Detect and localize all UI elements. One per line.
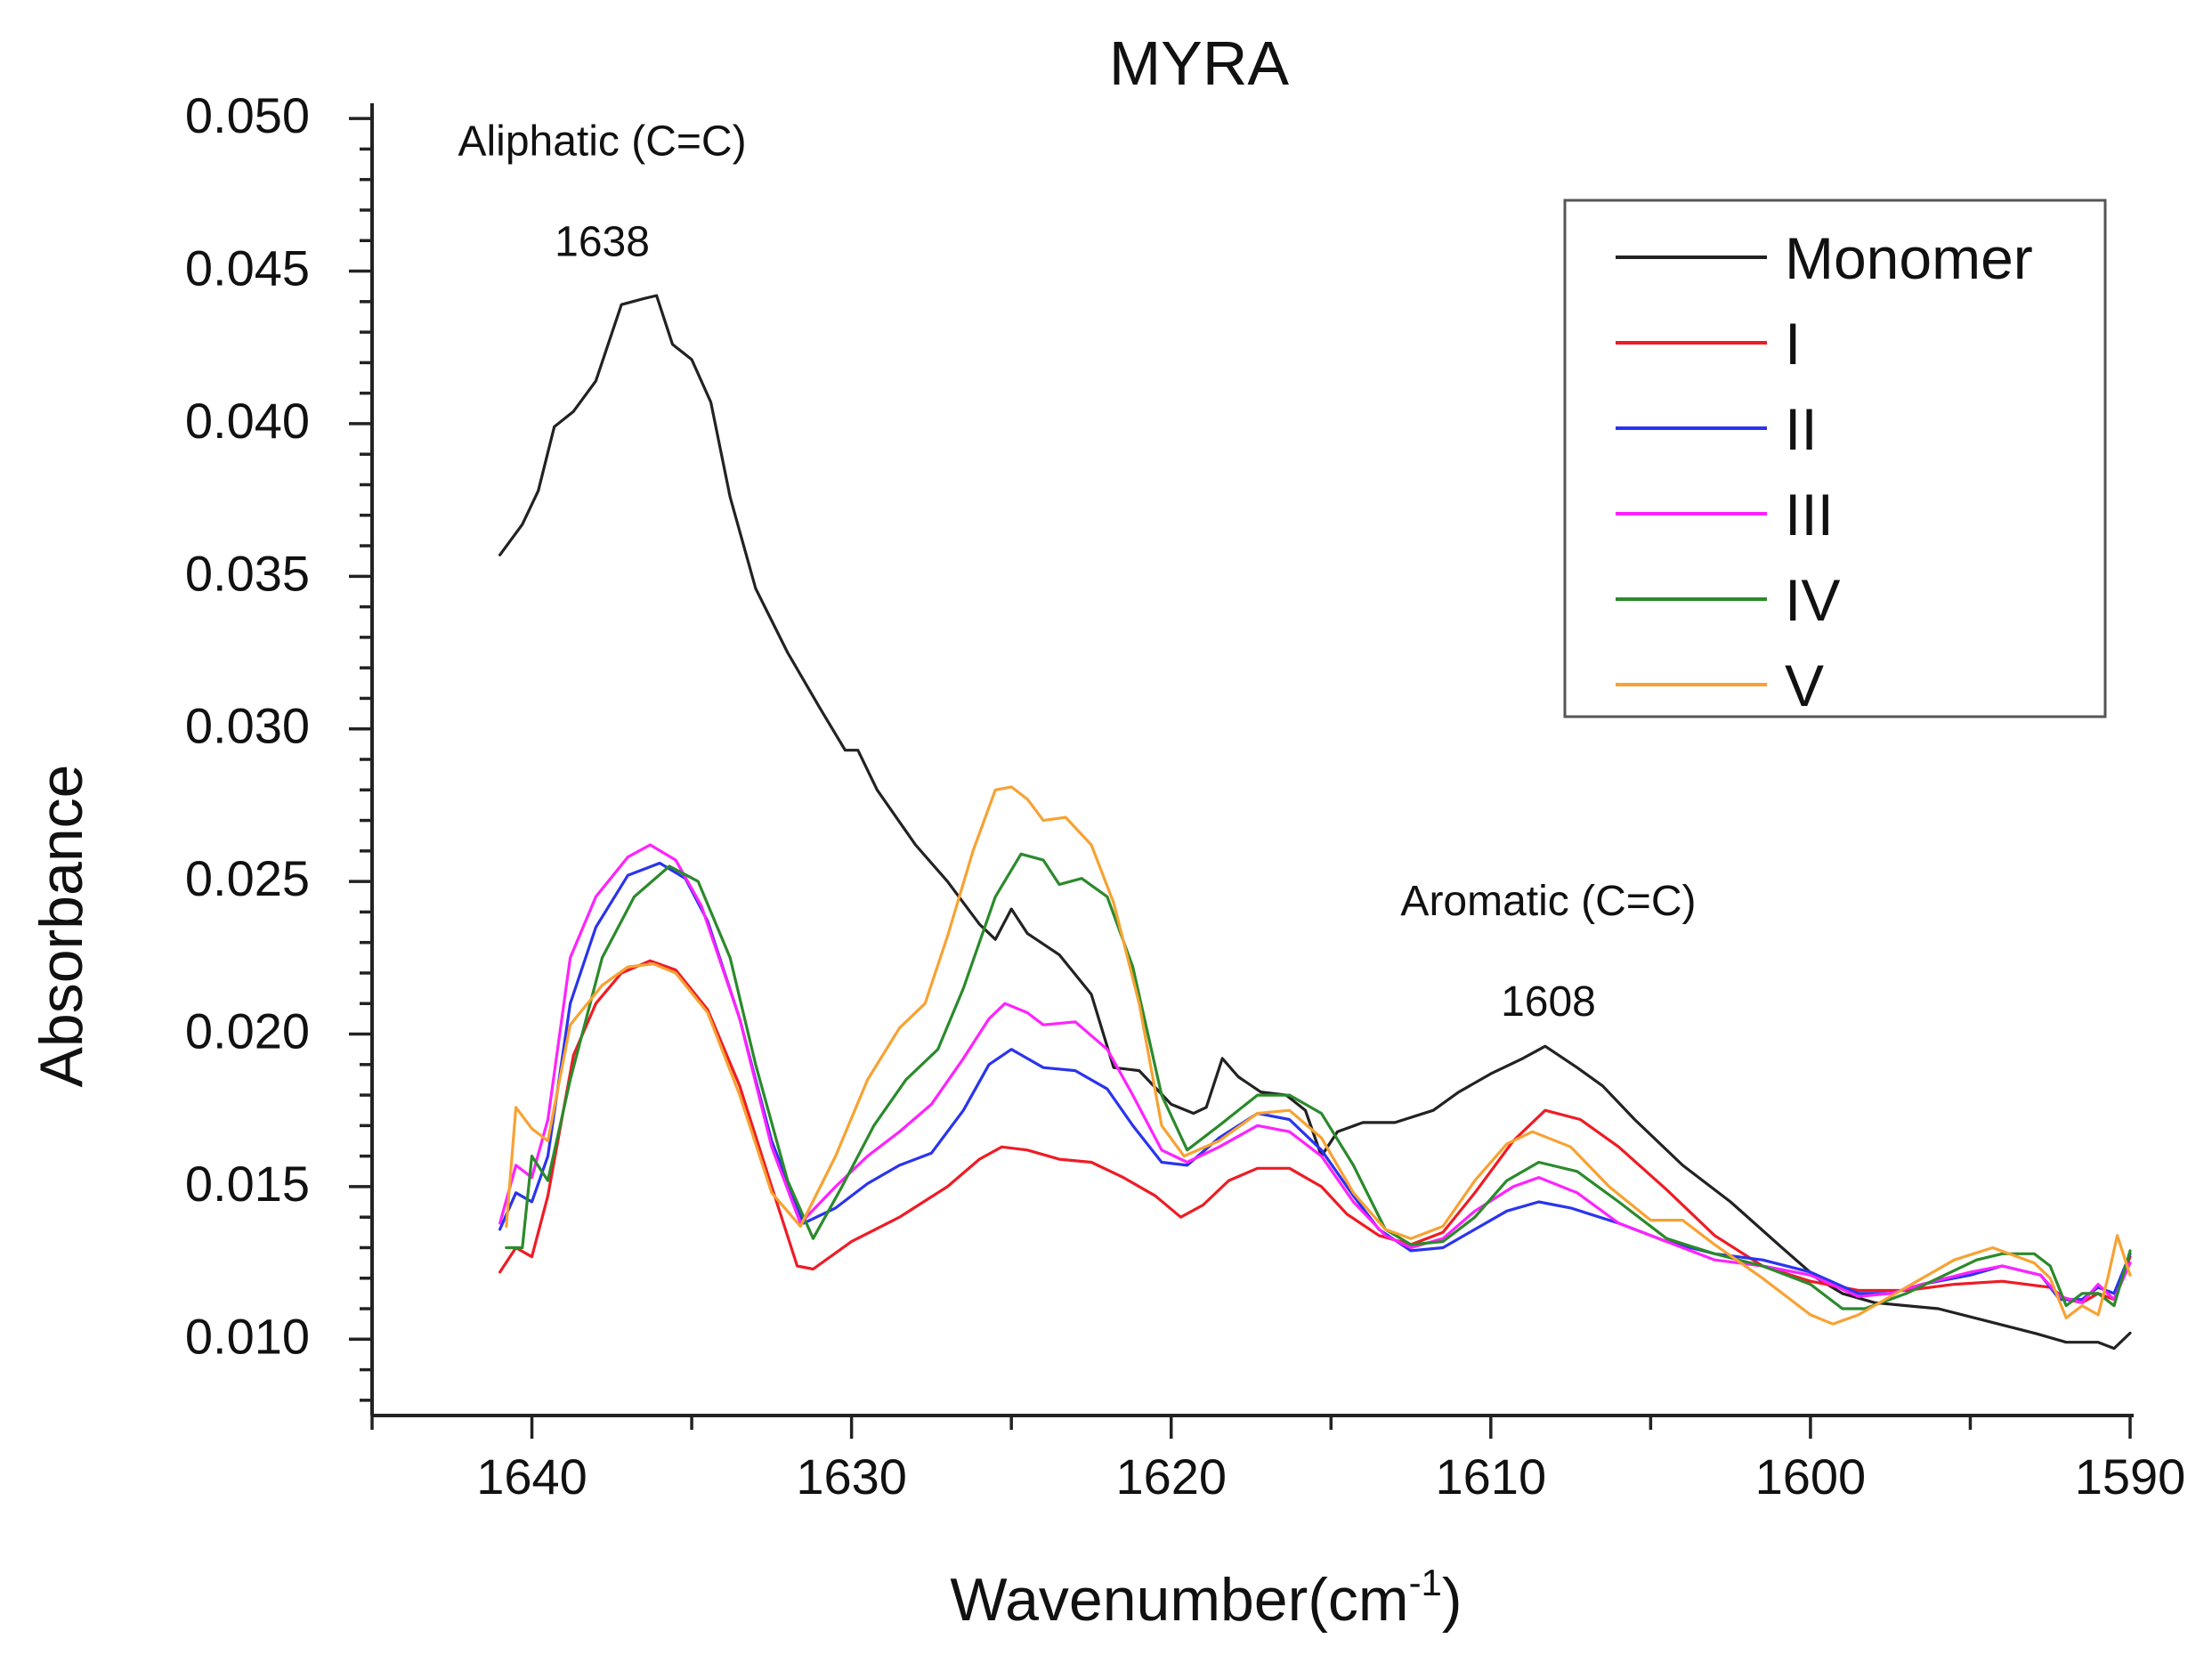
y-tick-label: 0.040 — [185, 393, 310, 449]
y-tick-label: 0.030 — [185, 698, 310, 754]
x-tick-label: 1640 — [476, 1448, 587, 1505]
y-tick-label: 0.020 — [185, 1003, 310, 1059]
legend-box — [1563, 199, 2107, 718]
x-axis-title-main: Wavenumber(cm — [950, 1566, 1408, 1634]
plot-area — [498, 294, 2132, 1351]
x-axis-title-superscript: -1 — [1409, 1562, 1442, 1603]
x-axis-title: Wavenumber(cm-1) — [950, 1562, 1462, 1634]
legend-label: II — [1785, 396, 1818, 462]
legend-label: I — [1785, 311, 1801, 377]
legend-label: IV — [1785, 567, 1840, 633]
x-tick-label: 1590 — [2075, 1448, 2186, 1505]
annotations: Aliphatic (C=C) 1638 Aromatic (C=C) 1608 — [458, 118, 1696, 1026]
x-tick-label: 1600 — [1755, 1448, 1867, 1505]
y-tick-label: 0.050 — [185, 87, 310, 143]
y-tick-label: 0.010 — [185, 1308, 310, 1364]
legend-label: III — [1785, 482, 1834, 548]
y-tick-label: 0.015 — [185, 1156, 310, 1212]
series-line-i — [498, 959, 2132, 1304]
axes: 0.010 0.015 0.020 0.025 0.030 0.035 0.040 0.045… — [185, 87, 2185, 1505]
series-line-monomer — [498, 294, 2132, 1351]
y-tick-label: 0.045 — [185, 240, 310, 296]
chart-title: MYRA — [1109, 28, 1290, 98]
x-tick-label: 1630 — [796, 1448, 907, 1505]
y-axis-title: Absorbance — [28, 765, 95, 1088]
y-tick-label: 0.035 — [185, 545, 310, 601]
x-axis-title-close: ) — [1442, 1566, 1463, 1634]
y-tick-label: 0.025 — [185, 850, 310, 906]
series-line-iv — [505, 852, 2132, 1310]
series-line-iii — [498, 843, 2132, 1304]
annotation-label: 1608 — [1501, 978, 1596, 1026]
annotation-label: Aliphatic (C=C) — [458, 118, 746, 165]
annotation-label: 1638 — [555, 218, 650, 265]
series-line-v — [505, 785, 2132, 1326]
legend-label: V — [1785, 653, 1824, 718]
annotation-label: Aromatic (C=C) — [1400, 878, 1696, 925]
x-tick-label: 1610 — [1436, 1448, 1547, 1505]
x-tick-label: 1620 — [1115, 1448, 1227, 1505]
legend-label: Monomer — [1785, 225, 2033, 291]
